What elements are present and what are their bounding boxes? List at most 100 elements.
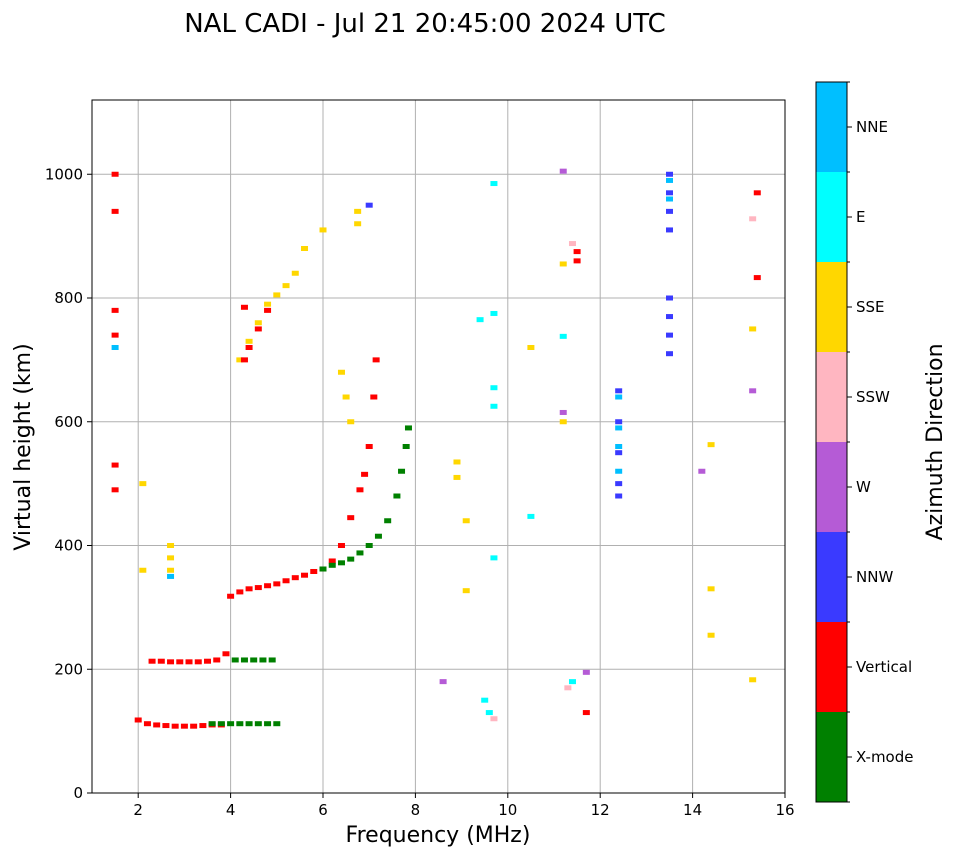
colorbar-segment [816, 622, 847, 712]
colorbar-segment [816, 352, 847, 442]
data-point [264, 583, 272, 589]
data-point [236, 357, 244, 363]
data-point [615, 450, 623, 456]
data-point [245, 338, 253, 344]
data-point [564, 685, 572, 691]
data-point [698, 468, 706, 474]
data-point [111, 171, 119, 177]
data-point [240, 657, 248, 663]
data-point [490, 555, 498, 561]
data-point [167, 573, 175, 579]
data-point [356, 487, 364, 493]
data-point [291, 575, 299, 581]
data-point [208, 721, 216, 727]
x-tick-label: 12 [591, 801, 610, 819]
data-point [245, 721, 253, 727]
data-point [157, 658, 165, 664]
data-point [328, 562, 336, 568]
data-point [199, 723, 207, 729]
data-point [111, 332, 119, 338]
data-point [666, 208, 673, 214]
chart-title: NAL CADI - Jul 21 20:45:00 2024 UTC [184, 9, 666, 39]
series-e [476, 181, 576, 716]
data-point [282, 578, 290, 584]
data-point [615, 425, 623, 431]
data-point [273, 581, 281, 587]
plot-background [92, 100, 785, 793]
data-point [222, 651, 230, 657]
colorbar-segment [816, 442, 847, 532]
data-point [171, 723, 179, 729]
data-point [254, 326, 262, 332]
data-point [398, 468, 406, 474]
x-tick-label: 4 [226, 801, 236, 819]
data-point [273, 721, 281, 727]
data-point [347, 556, 355, 562]
colorbar-tick-label: E [856, 208, 865, 226]
series-vertical [111, 171, 761, 716]
data-point [559, 409, 567, 415]
data-point [568, 679, 576, 685]
colorbar-label: Azimuth Direction [923, 343, 948, 540]
colorbar-tick-label: NNW [856, 568, 893, 586]
data-point [167, 543, 175, 548]
data-point [361, 471, 369, 477]
data-point [753, 275, 761, 281]
colorbar-segment [816, 82, 847, 172]
y-tick-label: 1000 [45, 165, 83, 183]
x-tick-label: 16 [775, 801, 794, 819]
data-point [749, 326, 757, 332]
data-point [162, 723, 170, 729]
data-point [227, 593, 235, 599]
data-point [337, 560, 345, 566]
data-point [213, 657, 221, 663]
data-point [301, 246, 309, 251]
data-point [111, 307, 119, 313]
colorbar-tick-label: SSE [856, 298, 885, 316]
data-point [453, 474, 461, 480]
data-point [374, 533, 382, 539]
series-x-mode [319, 425, 412, 572]
data-point [217, 721, 225, 727]
data-point [707, 586, 715, 592]
data-point [245, 586, 253, 592]
data-point [245, 345, 253, 350]
data-point [167, 659, 175, 665]
data-point [365, 444, 373, 449]
x-tick-label: 14 [683, 801, 702, 819]
data-point [462, 518, 470, 524]
data-point [240, 357, 248, 363]
colorbar-segment [816, 532, 847, 622]
data-point [354, 221, 362, 227]
data-point [749, 388, 757, 394]
data-point [236, 589, 244, 595]
data-point [185, 659, 193, 665]
colorbar-segment [816, 712, 847, 802]
data-point [342, 394, 350, 400]
y-axis-label: Virtual height (km) [11, 343, 36, 550]
data-point [666, 190, 673, 196]
data-point [240, 304, 248, 310]
data-point [291, 270, 299, 276]
data-point [666, 227, 673, 233]
data-point [372, 357, 380, 363]
data-point [559, 261, 567, 267]
data-point [485, 710, 493, 716]
data-point [227, 721, 235, 727]
y-tick-label: 200 [54, 660, 83, 678]
data-point [134, 717, 142, 723]
data-point [347, 419, 355, 425]
x-tick-label: 6 [318, 801, 328, 819]
data-point [666, 196, 673, 202]
data-point [568, 241, 576, 247]
data-point [490, 181, 498, 187]
plot-area: 2 4 6 8 10 12 14 16 0 200 400 600 800 1000 [45, 99, 795, 819]
data-point [254, 585, 262, 591]
data-point [204, 658, 211, 664]
data-point [139, 481, 147, 487]
data-point [180, 723, 188, 729]
data-point [490, 716, 498, 722]
data-point [707, 442, 715, 448]
series-nnw [365, 171, 673, 499]
data-point [490, 385, 498, 391]
